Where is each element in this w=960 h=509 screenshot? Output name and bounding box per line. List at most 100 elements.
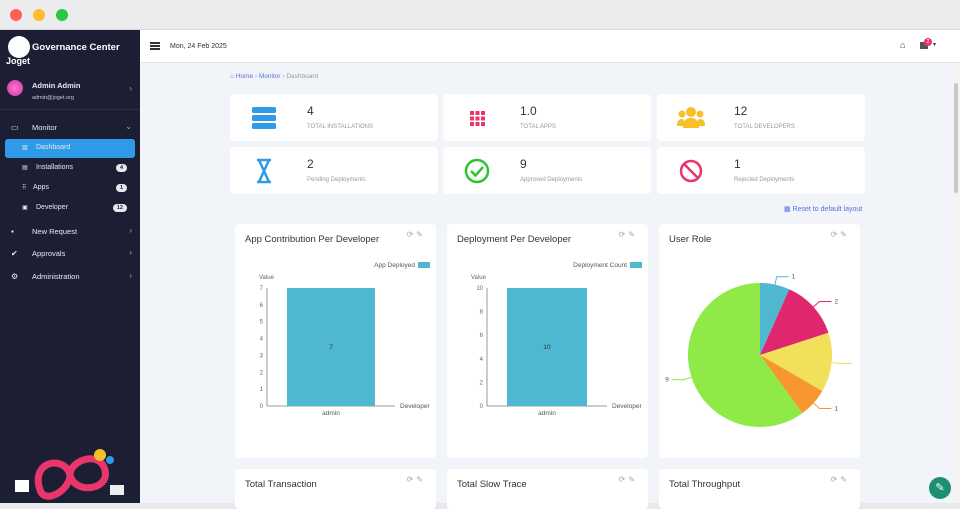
scrollbar[interactable]: [952, 63, 960, 503]
sidebar-item-new-request[interactable]: ▪ New Request ›: [0, 222, 140, 242]
reset-layout-link[interactable]: ▦ Reset to default layout: [784, 206, 863, 213]
edit-icon[interactable]: ✎: [628, 475, 638, 484]
close-window-button[interactable]: [10, 9, 22, 21]
avatar: [7, 80, 23, 96]
grid-icon: ▦: [784, 206, 791, 213]
y-tick-label: 4: [480, 357, 484, 363]
chevron-right-icon: ›: [129, 84, 132, 93]
stat-card: 12 TOTAL DEVELOPERS: [657, 94, 865, 141]
sidebar: Joget Governance Center Admin Admin admi…: [0, 30, 140, 503]
pie-label: 9: [665, 377, 669, 384]
x-axis-label: Developer: [400, 403, 430, 410]
stat-label: TOTAL INSTALLATIONS: [307, 124, 374, 130]
stat-card: 2 Pending Deployments: [230, 147, 438, 194]
stat-value: 2: [307, 157, 314, 171]
refresh-icon[interactable]: ⟳: [618, 230, 629, 239]
refresh-icon[interactable]: ⟳: [618, 475, 629, 484]
refresh-icon[interactable]: ⟳: [406, 230, 417, 239]
chart-card: App Deployed Value 0 1 2 3 4 5 6 7 7 admin Developer…: [235, 224, 436, 458]
bar: [507, 288, 587, 406]
user-email: admin@joget.org: [32, 95, 74, 101]
brand-title: Governance Center: [32, 42, 120, 53]
chart-title: Deployment Per Developer: [457, 234, 572, 245]
sidebar-item-installations[interactable]: ▤ Installations 4: [5, 159, 135, 178]
check-circle-icon: [464, 158, 490, 184]
card-title: Total Throughput: [669, 479, 741, 490]
sidebar-item-dashboard[interactable]: ▥ Dashboard: [5, 139, 135, 158]
window-titlebar: [0, 0, 960, 30]
stat-label: Rejected Deployments: [734, 177, 795, 183]
clipboard-check-icon: ✔: [11, 249, 18, 258]
y-tick-label: 5: [260, 320, 264, 326]
y-tick-label: 7: [260, 286, 264, 292]
pie-label: 1: [834, 406, 838, 413]
pie-slice: [760, 332, 832, 391]
sidebar-item-label: Approvals: [32, 249, 66, 258]
bar: [287, 288, 375, 406]
edit-icon[interactable]: ✎: [840, 230, 850, 239]
minimize-window-button[interactable]: [33, 9, 45, 21]
chevron-right-icon: ›: [129, 271, 132, 280]
id-card-icon: ▣: [22, 205, 28, 211]
stat-value: 12: [734, 104, 748, 118]
sidebar-item-apps[interactable]: ⠿ Apps 1: [5, 179, 135, 198]
notifications-icon[interactable]: [920, 42, 928, 49]
chevron-right-icon: ›: [129, 226, 132, 235]
brand[interactable]: Joget Governance Center: [6, 36, 138, 66]
home-icon[interactable]: ⌂: [900, 40, 906, 50]
y-tick-label: 6: [260, 303, 264, 309]
server-icon: ▤: [22, 165, 28, 171]
edit-icon[interactable]: ✎: [628, 230, 638, 239]
maximize-window-button[interactable]: [56, 9, 68, 21]
x-tick-label: admin: [322, 410, 340, 417]
edit-icon[interactable]: ✎: [840, 475, 850, 484]
hamburger-menu-icon[interactable]: [150, 42, 160, 50]
y-tick-label: 0: [260, 404, 264, 410]
stat-label: TOTAL DEVELOPERS: [734, 124, 795, 130]
gears-icon: ⚙: [11, 272, 19, 281]
sidebar-item-approvals[interactable]: ✔ Approvals ›: [0, 244, 140, 264]
stat-value: 9: [520, 157, 527, 171]
edit-icon[interactable]: ✎: [416, 475, 426, 484]
sidebar-item-label: Dashboard: [36, 144, 71, 151]
y-axis-label: Value: [471, 275, 487, 281]
stat-card: 9 Approved Deployments: [443, 147, 651, 194]
user-profile[interactable]: Admin Admin admin@joget.org ›: [0, 72, 140, 110]
stat-card: 1.0 TOTAL APPS: [443, 94, 651, 141]
refresh-icon[interactable]: ⟳: [830, 230, 841, 239]
card-title: Total Slow Trace: [457, 479, 527, 490]
stat-value: 1: [734, 157, 741, 171]
monitor-icon: ▭: [11, 123, 19, 132]
caret-down-icon[interactable]: ▾: [933, 42, 937, 48]
chart-card: 1 2 1 9 User Role ⟳✎: [659, 224, 860, 458]
sidebar-item-administration[interactable]: ⚙ Administration ›: [0, 267, 140, 287]
breadcrumb-home[interactable]: ⌂ Home: [230, 73, 254, 80]
x-axis-label: Developer: [612, 403, 642, 410]
pie-label: 2: [834, 298, 838, 305]
user-name: Admin Admin: [32, 81, 81, 90]
refresh-icon[interactable]: ⟳: [406, 475, 417, 484]
notification-badge: 2: [924, 38, 932, 46]
pie-leader-line: [831, 362, 852, 364]
y-tick-label: 10: [476, 286, 483, 292]
sidebar-item-label: Developer: [36, 204, 68, 211]
count-badge: 4: [115, 164, 127, 172]
pie-slice: [760, 355, 823, 414]
server-icon: [252, 107, 276, 129]
edit-icon[interactable]: ✎: [416, 230, 426, 239]
grid-icon: [470, 111, 485, 126]
pie-slice: [688, 283, 803, 427]
y-tick-label: 8: [480, 310, 484, 316]
metric-card: Total Throughput ⟳✎: [659, 469, 860, 509]
breadcrumb-monitor[interactable]: Monitor: [258, 73, 281, 80]
legend-swatch: [418, 262, 430, 268]
hourglass-icon: [257, 158, 271, 184]
sidebar-item-monitor[interactable]: ▭ Monitor ⌄: [0, 118, 140, 138]
pie-leader-line: [813, 300, 832, 308]
edit-fab-button[interactable]: ✎: [929, 477, 951, 499]
sidebar-item-developer[interactable]: ▣ Developer 12: [5, 199, 135, 218]
legend-swatch: [630, 262, 642, 268]
refresh-icon[interactable]: ⟳: [830, 475, 841, 484]
x-tick-label: admin: [538, 410, 556, 417]
stat-card: 1 Rejected Deployments: [657, 147, 865, 194]
